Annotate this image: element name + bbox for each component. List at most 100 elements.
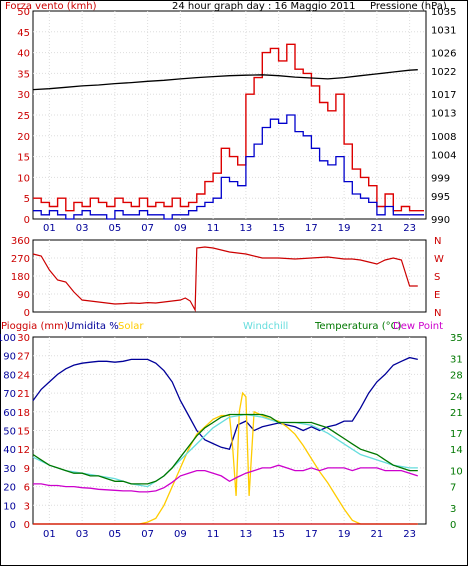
pressure-tick-1035: 1035 [431,7,456,18]
rain-xtick-09: 09 [174,529,187,540]
rain-xtick-21: 21 [371,529,384,540]
rain-xtick-23: 23 [403,529,416,540]
rain-tick-27: 27 [17,352,30,363]
temperature-tick-14: 14 [450,445,463,456]
rain-xtick-19: 19 [338,529,351,540]
pressure-tick-1017: 1017 [431,90,456,101]
humidity-axis-label: Umidita % [67,321,119,332]
rain-x-axis-ticks: 01 03 05 07 09 11 13 15 17 19 21 23 [43,529,416,540]
compass-tick-4: N [434,308,441,319]
wind-tick-25: 25 [17,111,30,122]
rain-axis-ticks: 0 3 6 9 12 15 18 21 24 27 30 [17,333,30,531]
wind-x-axis-ticks: 01 03 05 07 09 11 13 15 17 19 21 23 [43,223,416,234]
wind-tick-30: 30 [17,90,30,101]
temperature-line [32,413,418,485]
solar-line [33,391,418,525]
wind-direction-grid [33,240,426,312]
compass-tick-2: S [434,272,440,283]
pressure-line [32,69,418,91]
wind-direction-series [32,246,418,313]
pressure-tick-1008: 1008 [431,132,456,143]
wind-xtick-09: 09 [174,223,187,234]
wind-tick-20: 20 [17,132,30,143]
wind-tick-10: 10 [17,173,30,184]
rain-tick-30: 30 [17,333,30,344]
wind-direction-left-ticks: 0 90 180 270 360 [11,236,30,319]
wind-pressure-plot-area [32,10,427,220]
rain-tick-3: 3 [24,501,30,512]
rain-xtick-03: 03 [76,529,89,540]
humidity-tick-30: 30 [3,464,16,475]
temperature-axis-label: Temperatura (°C) [314,321,402,332]
humidity-tick-20: 20 [3,483,16,494]
pressure-axis-label: Pressione (hPa) [370,1,447,12]
pressure-tick-999: 999 [431,173,450,184]
wind-tick-0: 0 [24,215,30,226]
humidity-tick-50: 50 [3,427,16,438]
dir-tick-360: 360 [11,236,30,247]
dewpoint-line [33,464,419,493]
temperature-tick-28: 28 [450,370,463,381]
rain-xtick-17: 17 [305,529,318,540]
rain-tick-24: 24 [17,370,30,381]
rain-humidity-temperature-series [32,356,419,525]
compass-tick-3: E [434,290,440,301]
humidity-tick-90: 90 [3,352,16,363]
windchill-axis-label: Windchill [243,321,288,332]
compass-tick-1: W [434,254,444,265]
dir-tick-180: 180 [11,272,30,283]
temperature-tick-3: 3 [450,504,456,515]
rain-xtick-01: 01 [43,529,56,540]
solar-axis-label: Solar [118,321,144,332]
wind-tick-45: 45 [17,28,30,39]
wind-xtick-01: 01 [43,223,56,234]
compass-tick-0: N [434,236,441,247]
wind-xtick-17: 17 [305,223,318,234]
rain-xtick-05: 05 [109,529,122,540]
humidity-tick-60: 60 [3,408,16,419]
wind-left-axis-ticks: 0 5 10 15 20 25 30 35 40 45 50 [17,7,30,226]
rain-xtick-11: 11 [207,529,220,540]
pressure-tick-1013: 1013 [431,109,456,120]
rain-tick-6: 6 [24,483,30,494]
pressure-right-axis-ticks: 990 995 999 1004 1008 1013 1017 1022 1026 1031 103… [431,7,456,226]
wind-tick-50: 50 [17,7,30,18]
wind-tick-40: 40 [17,49,30,60]
pressure-tick-990: 990 [431,215,450,226]
rain-tick-21: 21 [17,389,30,400]
humidity-tick-10: 10 [3,501,16,512]
chart-title: 24 hour graph day : 16 Maggio 2011 [172,1,355,12]
humidity-axis-ticks: 0 10 20 30 40 50 60 70 80 90 100 [0,333,16,531]
wind-xtick-11: 11 [207,223,220,234]
humidity-tick-80: 80 [3,370,16,381]
wind-xtick-13: 13 [240,223,253,234]
wind-xtick-15: 15 [272,223,285,234]
wind-pressure-series [32,43,424,220]
rain-tick-12: 12 [17,445,30,456]
rain-xtick-07: 07 [141,529,154,540]
pressure-tick-1022: 1022 [431,67,456,78]
humidity-tick-70: 70 [3,389,16,400]
wind-gust-line [33,43,424,212]
wind-xtick-07: 07 [141,223,154,234]
temperature-tick-7: 7 [450,483,456,494]
humidity-tick-0: 0 [10,520,16,531]
rain-tick-18: 18 [17,408,30,419]
wind-xtick-21: 21 [371,223,384,234]
wind-xtick-19: 19 [338,223,351,234]
pressure-tick-1031: 1031 [431,25,456,36]
wind-speed-axis-label: Forza vento (kmh) [5,1,97,12]
humidity-line [32,356,418,450]
humidity-tick-100: 100 [0,333,16,344]
wind-direction-line [32,246,418,313]
wind-xtick-23: 23 [403,223,416,234]
rain-tick-9: 9 [24,464,30,475]
temperature-tick-21: 21 [450,408,463,419]
rain-humidity-temperature-plot-area [32,336,427,525]
wind-xtick-03: 03 [76,223,89,234]
temperature-tick-0: 0 [450,520,456,531]
temperature-axis-ticks: 0 3 7 10 14 17 21 24 28 31 35 [450,333,463,531]
rain-axis-label: Pioggia (mm) [1,321,68,332]
temperature-tick-35: 35 [450,333,463,344]
